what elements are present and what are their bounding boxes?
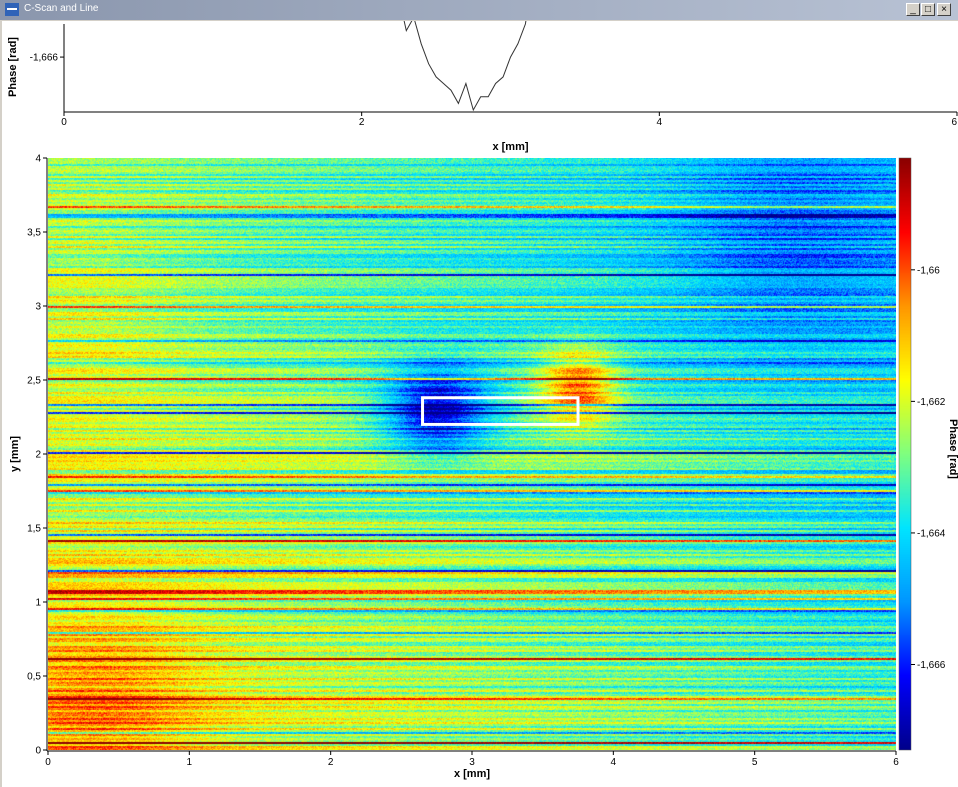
heat-y-tick-label: 0	[35, 746, 41, 757]
colorbar-tick-label: -1,66	[917, 265, 940, 276]
colorbar-label: Phase [rad]	[947, 419, 958, 479]
heat-x-tick-label: 6	[893, 757, 899, 768]
line-x-tick-label: 0	[61, 117, 67, 128]
heat-x-tick-label: 3	[469, 757, 475, 768]
colorbar-gradient	[899, 158, 911, 750]
heat-y-tick-label: 3,5	[27, 228, 41, 239]
heat-x-tick-label: 1	[187, 757, 193, 768]
line-x-axis-label: x [mm]	[492, 141, 528, 153]
heat-x-tick-label: 0	[45, 757, 51, 768]
colorbar-tick-label: -1,666	[917, 660, 946, 671]
window-title: C-Scan and Line	[24, 3, 99, 14]
heat-y-tick-label: 4	[35, 154, 41, 165]
colorbar-tick-label: -1,662	[917, 397, 946, 408]
heat-y-tick-label: 3	[35, 302, 41, 313]
app-icon	[5, 3, 19, 16]
heat-x-tick-label: 5	[752, 757, 758, 768]
close-button[interactable]: ×	[937, 3, 951, 16]
heat-x-tick-label: 2	[328, 757, 334, 768]
heat-x-axis-label: x [mm]	[454, 768, 490, 780]
heat-y-tick-label: 1	[35, 598, 41, 609]
colorbar-frame	[898, 157, 912, 751]
line-y-tick-label: -1,666	[30, 53, 59, 64]
maximize-button[interactable]: □	[921, 3, 935, 16]
cscan-chart: 0 0,5 1 1,5 2 2,5 3 3,5 4 0 1 2 3 4 5 6 x [mm] y [mm] -1,6…	[9, 154, 958, 781]
plot-window: -1,66 -1,662 -1,664 -1,666 0 2 4 6 x [mm] Phase […	[2, 21, 958, 787]
heat-y-tick-label: 0,5	[27, 672, 41, 683]
line-x-tick-label: 2	[359, 117, 365, 128]
heat-x-tick-label: 4	[611, 757, 617, 768]
heat-y-tick-label: 2,5	[27, 376, 41, 387]
heat-y-tick-label: 1,5	[27, 524, 41, 535]
cscan-heatmap-image[interactable]	[48, 158, 896, 750]
line-x-tick-label: 4	[657, 117, 663, 128]
heat-y-tick-label: 2	[35, 450, 41, 461]
heat-y-axis-label: y [mm]	[9, 436, 21, 472]
roi-selection-box[interactable]	[421, 396, 580, 426]
colorbar-tick-label: -1,664	[917, 528, 946, 539]
line-x-tick-label: 6	[951, 117, 957, 128]
line-y-axis-label: Phase [rad]	[7, 37, 19, 97]
title-bar: C-Scan and Line _ □ ×	[0, 0, 958, 20]
minimize-button[interactable]: _	[906, 3, 920, 16]
